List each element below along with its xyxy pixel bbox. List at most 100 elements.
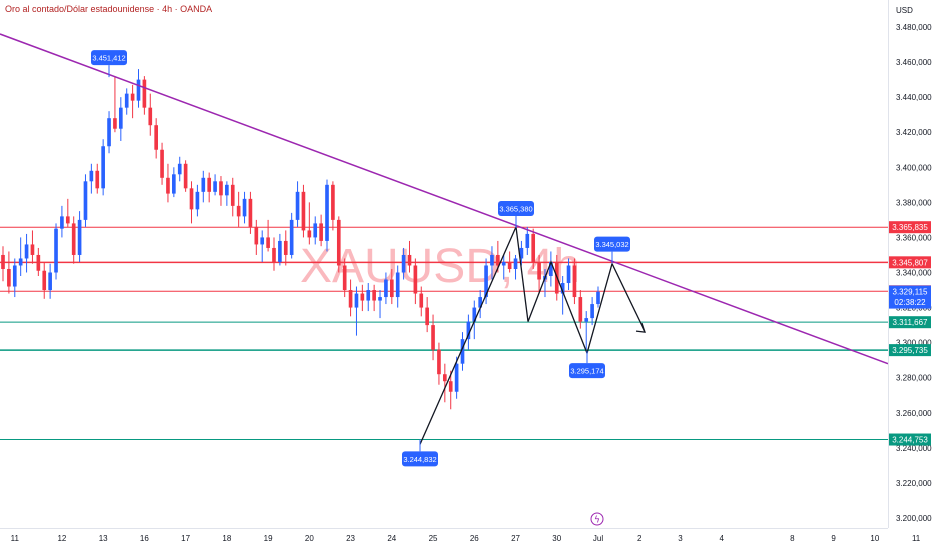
annotation-label-box[interactable] [569,363,605,379]
candle-body[interactable] [454,363,459,392]
candle-body[interactable] [154,125,158,150]
candle-body[interactable] [384,279,388,298]
candle-body[interactable] [225,184,229,196]
price-level-badge[interactable] [889,316,931,329]
candle-body[interactable] [77,219,82,255]
candle-body[interactable] [507,261,512,269]
candle-body[interactable] [560,283,565,294]
candle-body[interactable] [136,79,141,101]
candle-body[interactable] [283,240,288,255]
candle-body[interactable] [549,261,553,277]
candle-body[interactable] [254,226,259,245]
candle-body[interactable] [71,223,76,255]
candle-body[interactable] [466,321,471,340]
candle-body[interactable] [490,254,494,266]
candle-body[interactable] [242,198,247,217]
candle-body[interactable] [354,293,359,308]
candle-body[interactable] [425,307,429,326]
candle-body[interactable] [501,261,506,266]
candle-body[interactable] [18,258,23,266]
candle-body[interactable] [325,184,329,241]
annotation-label-box[interactable] [402,451,438,467]
candle-body[interactable] [472,307,477,322]
candle-body[interactable] [42,270,47,291]
candle-body[interactable] [307,230,312,238]
candle-body[interactable] [584,318,589,322]
candle-body[interactable] [401,254,406,273]
candle-body[interactable] [531,233,536,262]
candle-body[interactable] [342,265,347,291]
candle-body[interactable] [419,293,424,308]
candle-body[interactable] [201,177,206,192]
candle-body[interactable] [1,254,5,269]
candle-body[interactable] [437,349,441,375]
price-level-badge[interactable] [889,256,931,269]
candle-body[interactable] [124,93,129,108]
candle-body[interactable] [54,228,58,273]
candle-body[interactable] [266,237,270,248]
candle-body[interactable] [60,216,64,229]
candle-body[interactable] [89,170,94,182]
candle-body[interactable] [230,184,235,206]
candle-body[interactable] [95,170,100,189]
descending-trendline[interactable] [0,33,889,365]
candle-body[interactable] [443,374,447,382]
candle-body[interactable] [413,265,418,294]
candle-body[interactable] [319,223,323,241]
candle-body[interactable] [348,290,353,308]
candle-body[interactable] [389,279,394,298]
candle-body[interactable] [566,265,571,284]
candle-body[interactable] [213,181,217,192]
candle-body[interactable] [177,163,182,175]
candle-body[interactable] [48,272,52,291]
candle-body[interactable] [172,174,176,194]
candle-body[interactable] [65,216,70,224]
candle-body[interactable] [372,290,376,301]
candle-body[interactable] [313,223,318,238]
candle-body[interactable] [195,191,200,210]
candle-body[interactable] [30,244,35,255]
candle-body[interactable] [248,198,253,227]
candle-body[interactable] [36,254,41,271]
candle-body[interactable] [525,233,530,248]
candle-body[interactable] [578,297,583,322]
candle-body[interactable] [107,118,111,147]
candle-body[interactable] [378,297,382,301]
candle-body[interactable] [236,205,241,217]
candle-body[interactable] [513,258,518,269]
candle-body[interactable] [366,290,371,301]
candle-body[interactable] [272,247,276,262]
candle-body[interactable] [219,181,223,196]
candle-body[interactable] [83,181,88,220]
candle-body[interactable] [207,177,212,192]
candle-body[interactable] [183,163,188,189]
candle-body[interactable] [118,107,123,129]
candle-body[interactable] [496,254,500,266]
candle-body[interactable] [537,261,541,280]
candle-body[interactable] [460,339,465,364]
candle-body[interactable] [484,265,488,298]
price-level-badge[interactable] [889,433,931,446]
candle-body[interactable] [431,325,435,350]
candle-body[interactable] [278,240,282,262]
candle-body[interactable] [360,293,365,301]
candle-body[interactable] [130,93,135,101]
candle-body[interactable] [12,265,17,287]
candle-body[interactable] [101,146,105,189]
candle-body[interactable] [336,219,341,266]
candle-body[interactable] [519,247,524,259]
event-icon[interactable] [590,512,604,526]
candle-body[interactable] [572,265,577,298]
candle-body[interactable] [590,304,594,319]
candle-body[interactable] [395,272,400,298]
candle-body[interactable] [289,219,294,255]
price-level-badge[interactable] [889,221,931,234]
candle-body[interactable] [160,149,164,178]
current-price-badge[interactable] [889,285,931,309]
candle-body[interactable] [295,191,300,220]
candle-body[interactable] [596,291,600,305]
candle-body[interactable] [301,191,306,231]
candle-body[interactable] [260,237,265,245]
candle-body[interactable] [407,254,412,266]
